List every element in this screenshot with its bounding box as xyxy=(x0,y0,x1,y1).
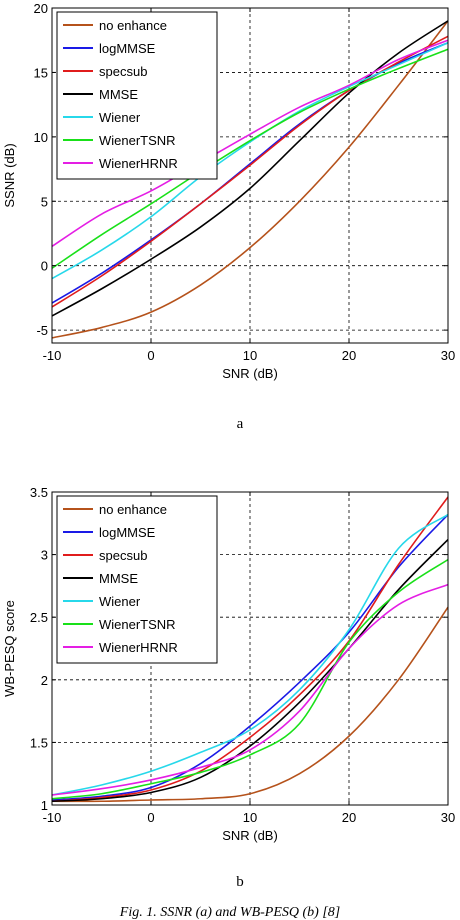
chart-ssnr: -10 0 10 20 30 -5 0 5 10 15 20 SNR (dB) SSNR (dB) no … xyxy=(2,1,455,381)
y-tick-label: 2.5 xyxy=(30,610,48,625)
legend-label-no-enhance: no enhance xyxy=(99,18,167,33)
x-tick-label: -10 xyxy=(43,810,62,825)
x-axis-label: SNR (dB) xyxy=(222,828,278,843)
series-line-specsub xyxy=(51,35,449,308)
series-line-specsub xyxy=(51,496,449,803)
x-tick-label: 10 xyxy=(243,810,257,825)
series-line-wienerhrnr xyxy=(51,583,449,796)
series-line-wiener xyxy=(51,513,449,796)
series-line-wiener xyxy=(51,42,449,280)
x-tick-label: 20 xyxy=(342,810,356,825)
x-tick-label: 10 xyxy=(243,348,257,363)
legend-label-wienertsnr: WienerTSNR xyxy=(99,617,176,632)
y-tick-label: 3 xyxy=(41,548,48,563)
x-tick-label: 30 xyxy=(441,348,455,363)
legend-label-mmse: MMSE xyxy=(99,87,138,102)
legend-label-logmmse: logMMSE xyxy=(99,41,156,56)
legend-label-wiener: Wiener xyxy=(99,110,141,125)
y-tick-label: 3.5 xyxy=(30,485,48,500)
y-axis-label: SSNR (dB) xyxy=(2,143,17,207)
y-tick-label: -5 xyxy=(36,323,48,338)
figure-caption: Fig. 1. SSNR (a) and WB-PESQ (b) [8] xyxy=(119,905,340,920)
y-tick-label: 10 xyxy=(34,130,48,145)
y-tick-label: 1.5 xyxy=(30,735,48,750)
series-line-wienerhrnr xyxy=(51,39,449,248)
legend-label-wienertsnr: WienerTSNR xyxy=(99,133,176,148)
y-tick-label: 2 xyxy=(41,673,48,688)
y-tick-label: 15 xyxy=(34,65,48,80)
legend-box xyxy=(56,495,218,664)
chart-wb-pesq: -10 0 10 20 30 1 1.5 2 2.5 3 3.5 SNR (dB) WB-PESQ sc… xyxy=(2,485,455,843)
y-tick-label: 0 xyxy=(41,259,48,274)
series-line-wienertsnr xyxy=(51,48,449,269)
legend: no enhance logMMSE specsub MMSE Wiener Wiener… xyxy=(56,495,218,664)
legend-label-specsub: specsub xyxy=(99,64,147,79)
legend-label-mmse: MMSE xyxy=(99,571,138,586)
legend-label-specsub: specsub xyxy=(99,548,147,563)
series-line-mmse xyxy=(51,20,449,317)
legend-label-no-enhance: no enhance xyxy=(99,502,167,517)
panel-label-b: b xyxy=(236,874,244,890)
legend-label-wienerhrnr: WienerHRNR xyxy=(99,156,178,171)
x-tick-label: 0 xyxy=(147,810,154,825)
legend-label-wiener: Wiener xyxy=(99,594,141,609)
series-line-no-enhance xyxy=(51,20,449,339)
legend-label-logmmse: logMMSE xyxy=(99,525,156,540)
panel-label-a: a xyxy=(237,416,244,432)
x-tick-label: 0 xyxy=(147,348,154,363)
series-line-wienertsnr xyxy=(51,558,449,800)
x-axis-label: SNR (dB) xyxy=(222,366,278,381)
x-tick-label: 20 xyxy=(342,348,356,363)
series-line-no-enhance xyxy=(51,606,449,803)
y-tick-label: 20 xyxy=(34,1,48,16)
y-axis-label: WB-PESQ score xyxy=(2,600,17,697)
legend-label-wienerhrnr: WienerHRNR xyxy=(99,640,178,655)
y-tick-label: 1 xyxy=(41,798,48,813)
y-tick-label: 5 xyxy=(41,194,48,209)
x-tick-label: -10 xyxy=(43,348,62,363)
legend: no enhance logMMSE specsub MMSE Wiener Wiener… xyxy=(56,11,218,180)
x-tick-label: 30 xyxy=(441,810,455,825)
legend-box xyxy=(56,11,218,180)
